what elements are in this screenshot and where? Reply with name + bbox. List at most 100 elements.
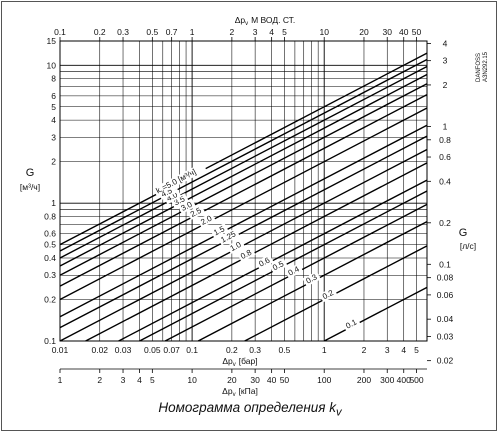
- x-top-tick-label: 4: [269, 27, 274, 37]
- x-bar-tick-label: 0.02: [91, 345, 108, 355]
- y-left-tick-label: 0.5: [44, 240, 56, 250]
- x-bar-tick-label: 5: [414, 345, 419, 355]
- x-kpa-tick-label: 50: [280, 375, 290, 385]
- x-bar-tick-label: 2: [362, 345, 367, 355]
- kv-label-bg: [237, 246, 256, 262]
- x-top-tick-label: 1: [190, 27, 195, 37]
- x-kpa-axis-title-sub: v: [233, 392, 236, 398]
- y-left-tick-label: 0.3: [44, 270, 56, 280]
- kv-line: [59, 52, 428, 246]
- y-left-tick-label: 8: [51, 74, 56, 84]
- y-right-tick-label: 1: [443, 121, 448, 131]
- x-top-tick-label: 40: [399, 27, 409, 37]
- kv-label-bg: [163, 188, 182, 205]
- x-bar-tick-label: 0.07: [163, 345, 180, 355]
- x-kpa-tick-label: 3: [121, 375, 126, 385]
- x-kpa-tick-label: 100: [317, 375, 331, 385]
- y-left-tick-label: 15: [47, 36, 57, 46]
- x-bar-tick-label: 0.01: [52, 345, 69, 355]
- x-kpa-tick-label: 1: [58, 375, 63, 385]
- plot-area-border: [59, 40, 428, 342]
- kv-label-bg: [217, 228, 240, 246]
- x-kpa-tick-label: 4: [137, 375, 142, 385]
- kv-prefix: k: [155, 185, 164, 195]
- y-right-tick-label: 0.8: [439, 135, 451, 145]
- x-top-tick-label: 0.1: [54, 27, 66, 37]
- kv-label-bg: [342, 316, 361, 332]
- x-kpa-tick-label: 300: [380, 375, 394, 385]
- y-left-tick-label: 5: [51, 102, 56, 112]
- kv-label-bg: [302, 271, 321, 287]
- kv-line: [59, 107, 428, 301]
- x-top-tick-label: 5: [282, 27, 287, 37]
- y-right-tick-label: 0.04: [437, 314, 454, 324]
- chart-title-sub: v: [335, 406, 342, 419]
- x-bottom-kpa-axis-title: Δpv [кПа]: [222, 386, 258, 398]
- x-top-tick-label: 0.5: [146, 27, 158, 37]
- x-kpa-tick-label: 200: [357, 375, 371, 385]
- x-top-tick-label: 3: [253, 27, 258, 37]
- kv-label-bg: [177, 198, 196, 214]
- y-right-tick-label: 0.08: [437, 273, 454, 283]
- y-right-tick-label: 0.06: [437, 290, 454, 300]
- x-bar-axis-title-label: [бар]: [239, 356, 258, 366]
- x-kpa-tick-label: 10: [187, 375, 197, 385]
- x-bar-axis-title-prefix: Δp: [222, 356, 233, 366]
- chart-title: Номограмма определения kv: [0, 400, 500, 419]
- kv-line: [59, 94, 428, 287]
- x-top-axis-title-prefix: Δp: [235, 15, 246, 25]
- x-bar-tick-label: 0.3: [249, 345, 261, 355]
- y-left-tick-label: 6: [51, 91, 56, 101]
- x-top-tick-label: 0.3: [117, 27, 129, 37]
- y-left-tick-label: 0.4: [44, 253, 56, 263]
- y-left-axis-title: G: [26, 167, 35, 179]
- x-bar-tick-label: 0.03: [115, 345, 132, 355]
- kv-line: [59, 73, 428, 267]
- x-top-axis-title: Δpv М ВОД. СТ.: [235, 15, 296, 27]
- x-kpa-tick-label: 500: [409, 375, 423, 385]
- x-kpa-tick-label: 400: [397, 375, 411, 385]
- x-top-tick-label: 20: [359, 27, 369, 37]
- x-bar-tick-label: 1: [322, 345, 327, 355]
- kv-line: [59, 124, 428, 318]
- side-text-1: DANFOSS: [476, 53, 482, 82]
- x-bar-tick-label: 0.5: [279, 345, 291, 355]
- x-kpa-tick-label: 40: [267, 375, 277, 385]
- y-right-tick-label: 0.6: [439, 152, 451, 162]
- kv-line: [59, 65, 428, 259]
- kv-prefix-sub: v: [160, 189, 165, 196]
- x-kpa-tick-label: 2: [97, 375, 102, 385]
- y-right-axis-title: G: [459, 227, 468, 239]
- y-left-tick-label: 3: [51, 132, 56, 142]
- kv-lines: [59, 52, 428, 342]
- x-bottom-bar-axis-title: Δpv [бар]: [222, 356, 257, 368]
- kv-label-bg: [197, 212, 216, 228]
- y-right-tick-label: 0.02: [437, 356, 454, 366]
- x-kpa-axis-title-label: [кПа]: [239, 386, 258, 396]
- kv-line: [323, 286, 428, 342]
- y-right-tick-label: 2: [443, 80, 448, 90]
- x-top-axis-title-label: М ВОД. СТ.: [251, 15, 295, 25]
- y-left-axis-unit: [м³/ч]: [20, 182, 40, 192]
- kv-label-bg: [255, 254, 274, 270]
- x-kpa-tick-label: 20: [227, 375, 237, 385]
- kv-line: [59, 83, 428, 276]
- kv-label-bg: [187, 204, 206, 220]
- x-top-tick-label: 30: [382, 27, 392, 37]
- x-bar-tick-label: 0.2: [226, 345, 238, 355]
- kv-label-bg: [269, 258, 288, 274]
- y-right-tick-label: 3: [443, 56, 448, 66]
- kv-line: [59, 135, 428, 329]
- x-top-tick-label: 10: [319, 27, 329, 37]
- x-kpa-axis-title-prefix: Δp: [222, 386, 233, 396]
- x-bar-tick-label: 3: [385, 345, 390, 355]
- y-right-tick-label: 0.2: [439, 218, 451, 228]
- kv-label-bg: [152, 162, 207, 197]
- y-right-axis-unit: [л/с]: [460, 241, 476, 251]
- y-left-tick-label: 1: [51, 198, 56, 208]
- x-top-axis-title-sub: v: [245, 21, 248, 27]
- x-kpa-tick-label: 5: [150, 375, 155, 385]
- y-left-tick-label: 0.1: [44, 336, 56, 346]
- x-bar-tick-label: 0.05: [144, 345, 161, 355]
